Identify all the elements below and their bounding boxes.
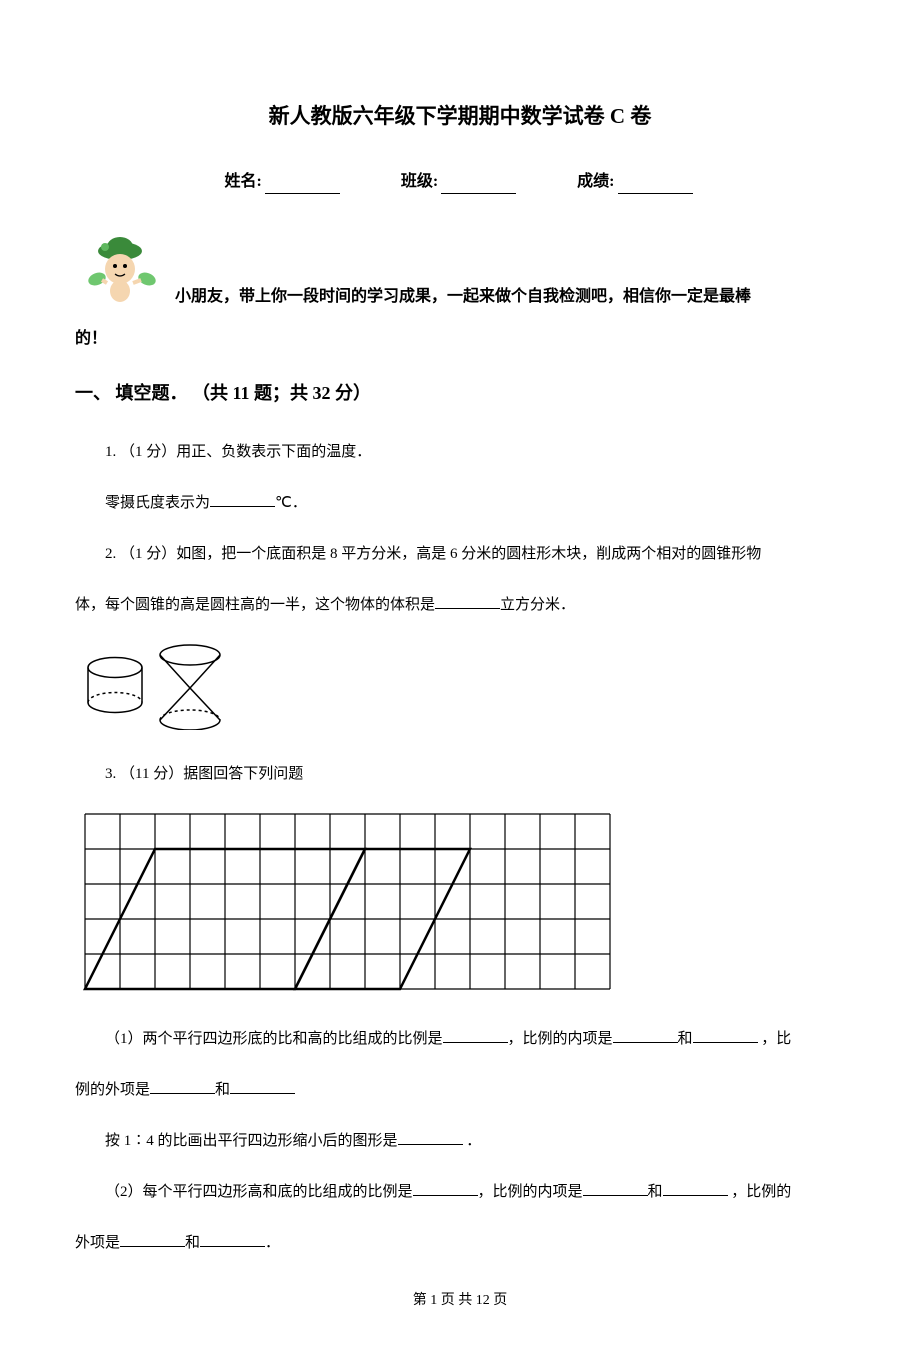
q3-p3-m2: 和 [648,1184,663,1200]
q1-l2-pre: 零摄氏度表示为 [105,495,210,511]
q3-p1-m3: ，比 [758,1031,792,1047]
q3-p2: 按 1∶4 的比画出平行四边形缩小后的图形是 ． [75,1125,845,1158]
page-title: 新人教版六年级下学期期中数学试卷 C 卷 [75,100,845,134]
q3-p3-b2 [583,1195,648,1196]
q2-blank [435,608,500,609]
q3-p3: （2）每个平行四边形高和底的比组成的比例是 ，比例的内项是 和 ，比例的 [75,1176,845,1209]
q3-p2-post: ． [463,1133,482,1149]
q2-line1: 2. （1 分）如图，把一个底面积是 8 平方分米，高是 6 分米的圆柱形木块，… [75,538,845,571]
q3-p3b: 外项是 和 ． [75,1227,845,1260]
q3-p1b: 例的外项是 和 [75,1074,845,1107]
q3-p3-m1: ，比例的内项是 [478,1184,583,1200]
score-label: 成绩: [577,173,614,190]
q3-p1: （1）两个平行四边形底的比和高的比组成的比例是 ，比例的内项是 和 ，比 [75,1023,845,1056]
q3-p3-b1 [413,1195,478,1196]
q1-line1: 1. （1 分）用正、负数表示下面的温度． [75,436,845,469]
q2-l2-post: 立方分米． [500,597,575,613]
q2-line2: 体，每个圆锥的高是圆柱高的一半，这个物体的体积是 立方分米． [75,589,845,622]
q3-p2-pre: 按 1∶4 的比画出平行四边形缩小后的图形是 [105,1133,398,1149]
q3-p3b-m: 和 [185,1235,200,1251]
q2-figure [80,640,845,739]
intro-text-2: 的！ [75,323,845,355]
q3-p3b-b1 [120,1246,185,1247]
q3-grid [80,809,845,1003]
intro-row: 小朋友，带上你一段时间的学习成果，一起来做个自我检测吧，相信你一定是最棒 [75,229,845,313]
q3-p2-b1 [398,1144,463,1145]
q3-p1b-m: 和 [215,1082,230,1098]
name-label: 姓名: [224,173,261,190]
q1-line2: 零摄氏度表示为 ℃． [75,487,845,520]
class-label: 班级: [401,173,438,190]
q3-p3b-post: ． [265,1235,280,1251]
q3-p1b-b2 [230,1093,295,1094]
q3-p1b-pre: 例的外项是 [75,1082,150,1098]
q1-blank [210,506,275,507]
q3-p1-pre: （1）两个平行四边形底的比和高的比组成的比例是 [105,1031,443,1047]
q3-p3b-b2 [200,1246,265,1247]
info-line: 姓名: 班级: 成绩: [75,169,845,195]
q3-p3-m3: ，比例的 [728,1184,792,1200]
q1-l2-post: ℃． [275,495,307,511]
q3-p3-pre: （2）每个平行四边形高和底的比组成的比例是 [105,1184,413,1200]
score-blank [618,193,693,194]
q3-p1-b1 [443,1042,508,1043]
class-blank [441,193,516,194]
q3-p1-b3 [693,1042,758,1043]
q3-p1b-b1 [150,1093,215,1094]
q2-l2-pre: 体，每个圆锥的高是圆柱高的一半，这个物体的体积是 [75,597,435,613]
q3-p3b-pre: 外项是 [75,1235,120,1251]
q3-p1-m1: ，比例的内项是 [508,1031,613,1047]
q3-p3-b3 [663,1195,728,1196]
q3-p1-b2 [613,1042,678,1043]
q3-p1-m2: 和 [678,1031,693,1047]
mascot-icon [75,229,175,313]
intro-text-1: 小朋友，带上你一段时间的学习成果，一起来做个自我检测吧，相信你一定是最棒 [175,281,845,313]
section-1-header: 一、 填空题． （共 11 题；共 32 分） [75,375,845,411]
page-footer: 第 1 页 共 12 页 [75,1290,845,1312]
q3-line1: 3. （11 分）据图回答下列问题 [75,758,845,791]
name-blank [265,193,340,194]
